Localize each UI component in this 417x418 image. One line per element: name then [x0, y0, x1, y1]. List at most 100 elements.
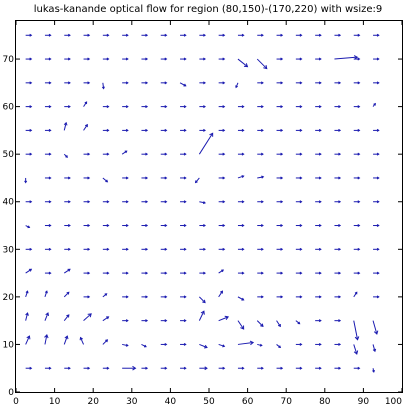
flow-arrow — [373, 271, 380, 275]
flow-arrow — [218, 81, 226, 85]
flow-arrow — [315, 105, 322, 109]
x-tick-label: 50 — [203, 397, 215, 407]
flow-arrow — [199, 247, 206, 251]
flow-arrow — [160, 366, 168, 370]
flow-arrow — [315, 224, 322, 228]
flow-arrow — [353, 344, 359, 355]
flow-arrow — [334, 128, 342, 132]
flow-arrow — [180, 128, 187, 132]
flow-arrow — [83, 313, 92, 322]
flow-arrow — [160, 271, 168, 275]
flow-arrow — [218, 315, 230, 322]
flow-arrow — [276, 81, 284, 85]
flow-arrow — [276, 295, 284, 299]
flow-arrow — [295, 247, 303, 251]
x-tick-label: 30 — [126, 397, 138, 407]
flow-arrow — [315, 128, 322, 132]
flow-arrow — [63, 121, 68, 131]
flow-arrow — [141, 176, 149, 180]
flow-arrow — [24, 177, 28, 184]
flow-arrow — [373, 128, 380, 132]
flow-arrow — [25, 81, 33, 85]
flow-arrow — [373, 152, 380, 156]
flow-arrow — [180, 200, 187, 204]
flow-arrow — [102, 224, 110, 228]
x-tick-label: 10 — [49, 397, 61, 407]
flow-arrow — [257, 247, 264, 251]
flow-arrow — [218, 269, 224, 274]
flow-arrow — [194, 177, 200, 184]
flow-arrow — [334, 105, 342, 109]
flow-arrow — [25, 200, 33, 204]
flow-arrow — [198, 296, 206, 304]
flow-arrow — [353, 320, 360, 341]
flow-arrow — [235, 82, 239, 89]
flow-arrow — [44, 366, 52, 370]
flow-arrow — [83, 247, 91, 251]
flow-arrow — [102, 33, 110, 37]
flow-arrow — [25, 312, 29, 321]
flow-arrow — [83, 33, 91, 37]
flow-arrow — [353, 81, 361, 85]
flow-arrow — [83, 123, 88, 131]
flow-arrow — [160, 128, 168, 132]
flow-arrow — [141, 81, 149, 85]
flow-arrow — [160, 176, 168, 180]
flow-arrow — [141, 271, 149, 275]
flow-arrow — [83, 366, 91, 370]
flow-arrow — [199, 224, 206, 228]
flow-arrow — [64, 81, 71, 85]
flow-arrow — [237, 58, 249, 68]
x-tick-label: 60 — [242, 397, 254, 407]
flow-arrow — [141, 366, 149, 370]
flow-arrow — [44, 152, 52, 156]
flow-arrow — [122, 365, 137, 371]
flow-arrow — [276, 176, 284, 180]
flow-arrow — [122, 224, 129, 228]
flow-arrow — [218, 366, 226, 370]
flow-arrow — [276, 247, 284, 251]
flow-arrow — [160, 81, 168, 85]
flow-arrow — [315, 176, 322, 180]
flow-arrow — [44, 334, 49, 345]
flow-arrow — [353, 366, 361, 370]
y-tick-label: 40 — [3, 198, 15, 208]
flow-arrow — [44, 271, 52, 275]
flow-arrow — [122, 295, 129, 299]
flow-arrow — [180, 342, 187, 346]
chart-title: lukas-kanande optical flow for region (8… — [34, 4, 383, 15]
flow-arrow — [64, 57, 71, 61]
flow-arrow — [257, 271, 264, 275]
flow-arrow — [102, 105, 110, 109]
flow-arrow — [122, 200, 129, 204]
flow-arrow — [83, 176, 91, 180]
flow-arrow — [180, 271, 187, 275]
flow-arrow — [44, 247, 52, 251]
flow-arrow — [25, 105, 33, 109]
flow-arrow — [122, 105, 129, 109]
flow-arrow — [199, 271, 206, 275]
flow-arrow — [83, 295, 91, 299]
flow-arrow — [122, 343, 129, 347]
flow-arrow — [160, 57, 168, 61]
flow-arrow — [334, 295, 342, 299]
flow-arrow — [218, 290, 223, 298]
flow-arrow — [353, 33, 361, 37]
y-tick-label: 20 — [3, 293, 15, 303]
flow-arrow — [141, 152, 149, 156]
flow-arrow — [141, 57, 149, 61]
flow-arrow — [44, 33, 52, 37]
x-tick-label: 20 — [87, 397, 99, 407]
x-tick-label: 40 — [165, 397, 177, 407]
flow-arrow — [257, 343, 263, 347]
flow-arrow — [276, 224, 284, 228]
flow-arrow — [315, 319, 322, 323]
x-axis: 0 10 20 30 40 50 60 70 80 90 100 — [13, 21, 403, 407]
flow-arrow — [44, 57, 52, 61]
flow-arrow — [295, 295, 303, 299]
flow-arrow — [334, 81, 342, 85]
flow-arrow — [276, 57, 284, 61]
flow-arrow — [160, 224, 168, 228]
flow-arrow — [25, 33, 33, 37]
flow-arrow — [199, 57, 206, 61]
